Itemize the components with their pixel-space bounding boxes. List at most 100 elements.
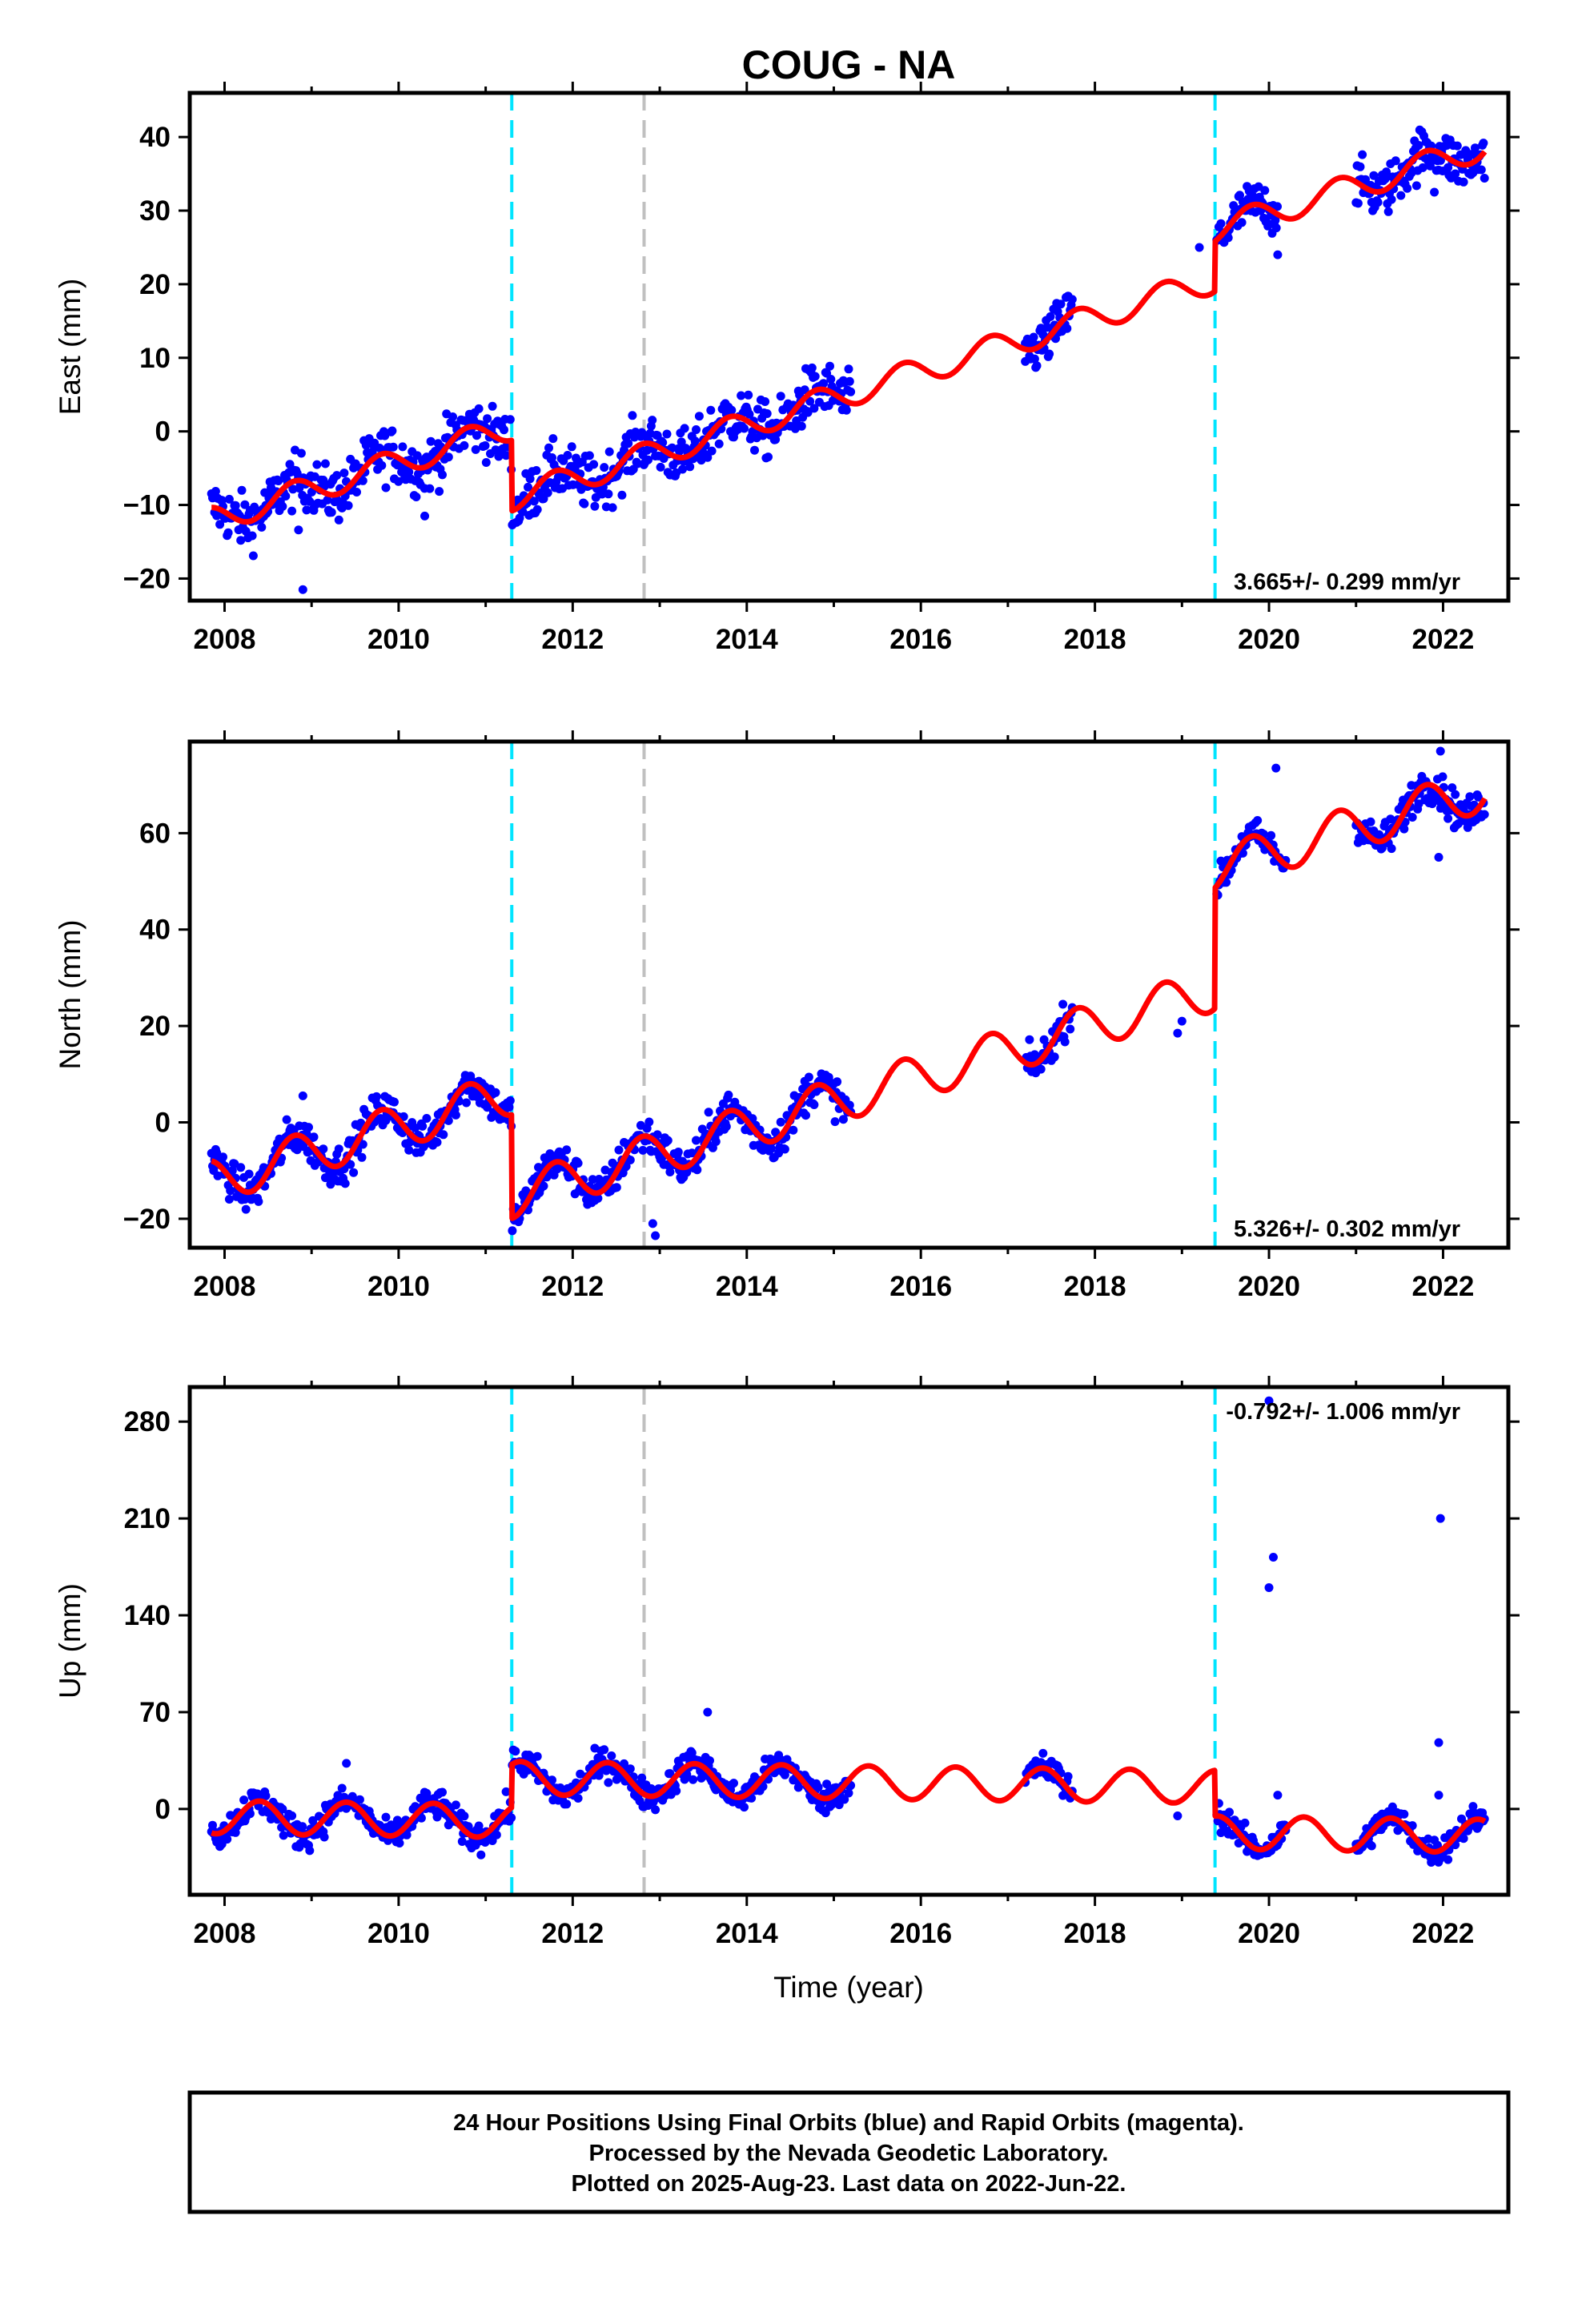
data-point <box>390 1097 399 1107</box>
model-curve <box>209 1759 1488 1855</box>
data-point <box>1459 177 1468 187</box>
data-point <box>1361 175 1370 184</box>
data-point <box>474 1821 484 1831</box>
data-point <box>435 487 444 497</box>
plot-frame <box>187 739 1511 1250</box>
data-point <box>309 1132 319 1142</box>
plot-area <box>207 1387 1489 1895</box>
data-point <box>644 455 652 464</box>
data-point <box>387 426 397 436</box>
footer-line-2: Processed by the Nevada Geodetic Laborat… <box>589 2141 1109 2166</box>
data-point <box>1367 1841 1376 1851</box>
outlier-point <box>1268 1552 1278 1562</box>
data-point <box>819 379 829 388</box>
data-point <box>476 1850 486 1860</box>
data-point <box>588 1175 597 1184</box>
data-point <box>500 425 508 435</box>
data-point <box>1438 772 1447 782</box>
y-tick-label: 140 <box>124 1600 171 1631</box>
data-point <box>219 1152 227 1162</box>
data-point <box>257 522 267 532</box>
x-tick-label: 2014 <box>716 624 778 655</box>
data-point <box>319 1832 329 1842</box>
data-point <box>1468 1802 1478 1811</box>
data-point <box>673 1148 683 1156</box>
data-point <box>1391 156 1400 166</box>
data-point <box>1473 792 1483 802</box>
x-tick-label: 2008 <box>194 1918 256 1949</box>
data-point <box>776 1117 785 1127</box>
data-point <box>438 1787 447 1797</box>
outlier-point <box>648 1219 657 1228</box>
data-point <box>804 1072 813 1082</box>
data-point <box>1273 202 1282 211</box>
data-point <box>334 1144 343 1154</box>
footer-line-1: 24 Hour Positions Using Final Orbits (bl… <box>453 2110 1244 2136</box>
data-point <box>766 1144 776 1153</box>
data-point <box>1066 1024 1075 1034</box>
data-point <box>241 1204 251 1214</box>
x-tick-label: 2020 <box>1238 1918 1300 1949</box>
data-point <box>444 1116 453 1125</box>
data-point <box>460 1811 469 1821</box>
x-tick-label: 2014 <box>716 1271 778 1302</box>
data-point <box>1032 361 1042 371</box>
x-tick-label: 2018 <box>1064 624 1126 655</box>
data-point <box>1353 199 1363 208</box>
plot-area <box>207 93 1489 601</box>
y-tick-label: 0 <box>155 1108 171 1139</box>
data-point <box>281 492 291 501</box>
outlier-point <box>1177 1016 1186 1026</box>
y-tick-label: 280 <box>124 1406 171 1437</box>
data-point <box>1382 167 1391 177</box>
footer-box: 24 Hour Positions Using Final Orbits (bl… <box>187 2090 1511 2214</box>
data-point <box>652 1130 662 1140</box>
data-point <box>663 1136 673 1145</box>
data-point <box>1060 1037 1070 1047</box>
data-point <box>658 438 668 448</box>
data-point <box>648 416 657 425</box>
data-point <box>810 372 820 381</box>
panel-1: 2008 2010 2012 2014 2016 2018 2020 2022 −20 −10 0 1… <box>54 82 1520 655</box>
data-point <box>1383 207 1393 216</box>
y-tick-label: 20 <box>139 269 171 300</box>
data-point <box>1225 1807 1234 1817</box>
data-point <box>488 401 497 411</box>
data-point <box>244 1169 254 1179</box>
outlier-point <box>1430 187 1439 197</box>
plot-frame <box>187 1385 1511 1897</box>
data-point <box>600 463 609 472</box>
data-point <box>432 1137 442 1147</box>
data-point <box>1038 1748 1048 1758</box>
y-tick-label: 40 <box>139 122 171 153</box>
y-tick-label: 70 <box>139 1697 171 1728</box>
figure-title: COUG - NA <box>742 42 956 87</box>
data-point <box>312 460 322 469</box>
data-point <box>1411 181 1421 191</box>
data-point <box>1223 233 1233 243</box>
data-point <box>248 551 258 561</box>
outlier-point <box>1173 1811 1182 1821</box>
data-point <box>1056 300 1066 309</box>
y-tick-label: 10 <box>139 343 171 374</box>
data-point <box>822 1779 832 1789</box>
data-point <box>1443 163 1453 172</box>
data-point <box>332 471 342 480</box>
data-point <box>507 1813 516 1823</box>
data-point <box>460 440 469 450</box>
data-point <box>780 1144 789 1154</box>
x-tick-label: 2010 <box>367 1918 430 1949</box>
data-point <box>807 363 817 372</box>
y-axis-label: North (mm) <box>54 919 86 1069</box>
data-point <box>319 1144 328 1154</box>
data-point <box>1045 349 1054 359</box>
data-point <box>682 1770 692 1779</box>
data-point <box>672 1786 681 1795</box>
data-point <box>1407 813 1417 822</box>
data-point <box>543 488 552 497</box>
data-point <box>532 466 541 475</box>
data-point <box>492 1830 501 1839</box>
y-tick-label: −20 <box>123 1204 171 1235</box>
x-tick-label: 2018 <box>1064 1271 1126 1302</box>
data-point <box>721 1122 731 1132</box>
